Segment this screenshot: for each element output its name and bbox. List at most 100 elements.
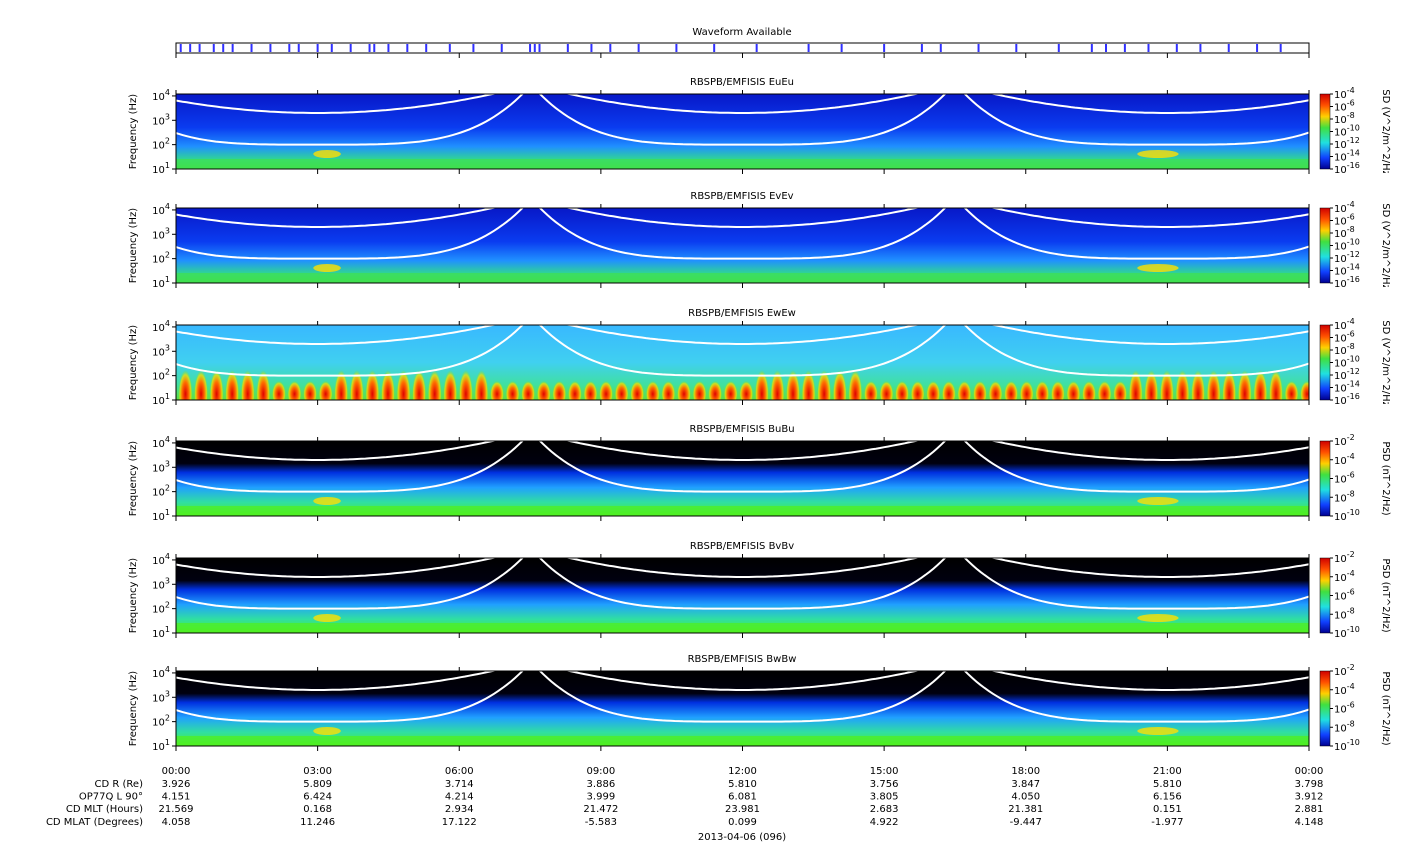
y-tick-label-exponent: 4	[165, 435, 170, 444]
colorbar-tick-label: 10-14	[1334, 149, 1360, 164]
colorbar-tick-label: 10-10	[1334, 238, 1360, 253]
wave-blob	[380, 370, 395, 400]
colorbar-tick-label: 10-14	[1334, 380, 1360, 395]
colorbar-tick-label: 10-16	[1334, 161, 1360, 176]
colorbar-tick-label-exponent: -8	[1347, 719, 1355, 728]
cyclotron-curve	[538, 94, 947, 146]
colorbar-tick-label-exponent: -14	[1347, 149, 1360, 158]
ephemeris-label: CD R (Re)	[95, 779, 144, 790]
colorbar-tick-label-base: 10	[1334, 629, 1347, 640]
wave-blob	[926, 380, 941, 400]
colorbar-tick-label-exponent: -6	[1347, 471, 1355, 480]
colorbar-tick-label-exponent: -4	[1347, 569, 1355, 578]
ephemeris-value: 21.472	[583, 804, 618, 815]
burst	[1137, 727, 1179, 735]
waveform-event	[1123, 44, 1126, 52]
colorbar-tick-label: 10-6	[1334, 330, 1355, 345]
y-tick-label-exponent: 3	[165, 459, 170, 468]
wave-blob	[832, 370, 847, 400]
waveform-event	[609, 44, 612, 52]
ephemeris-value: -5.583	[585, 817, 617, 828]
wave-blob	[256, 370, 271, 400]
colorbar-tick-label-exponent: -14	[1347, 380, 1360, 389]
colorbar-tick-label-exponent: -2	[1347, 433, 1355, 442]
ephemeris-value: 6.156	[1153, 792, 1182, 803]
cyclotron-curve	[538, 208, 947, 260]
cyclotron-curve	[989, 325, 1309, 345]
cyclotron-curve	[176, 208, 498, 228]
colorbar-tick-label-base: 10	[1334, 686, 1347, 697]
cyclotron-curve	[565, 94, 920, 114]
waveform-event	[840, 44, 843, 52]
waveform-event	[1227, 44, 1230, 52]
wave-blob	[630, 380, 645, 400]
y-axis-label: Frequency (Hz)	[128, 671, 139, 747]
y-tick-label: 102	[152, 484, 170, 499]
y-tick-label-base: 10	[152, 230, 165, 241]
y-axis-label: Frequency (Hz)	[128, 94, 139, 170]
y-tick-label-exponent: 3	[165, 226, 170, 235]
colorbar-tick-label-base: 10	[1334, 667, 1347, 678]
ephemeris-label: OP77Q L 90°	[79, 792, 143, 803]
colorbar-tick-label: 10-6	[1334, 99, 1355, 114]
colorbar-label-group: PSD (V^2/m^2/Hz)	[1380, 204, 1391, 287]
waveform-event	[1279, 44, 1282, 52]
waveform-event	[425, 44, 428, 52]
colorbar-tick-label-exponent: -6	[1347, 330, 1355, 339]
waveform-event	[1105, 44, 1108, 52]
colorbar-tick-label: 10-16	[1334, 392, 1360, 407]
panel-title: RBSPB/EMFISIS EvEv	[690, 191, 793, 202]
colorbar-tick-label: 10-10	[1334, 738, 1360, 753]
colorbar-tick-label: 10-2	[1334, 550, 1355, 565]
colorbar-tick-label: 10-4	[1334, 86, 1355, 101]
y-axis-label: Frequency (Hz)	[128, 558, 139, 634]
waveform-event	[939, 44, 942, 52]
y-tick-label-exponent: 3	[165, 689, 170, 698]
wave-blob	[583, 380, 598, 400]
x-tick-label: 15:00	[870, 766, 899, 777]
colorbar-tick-label: 10-8	[1334, 719, 1355, 734]
wave-blob	[910, 380, 925, 400]
panel-title: RBSPB/EMFISIS EuEu	[690, 77, 794, 88]
colorbar-tick-label: 10-10	[1334, 625, 1360, 640]
colorbar-tick-label-base: 10	[1334, 610, 1347, 621]
y-tick-label-base: 10	[152, 92, 165, 103]
colorbar-tick-label-base: 10	[1334, 140, 1347, 151]
wave-blob	[614, 380, 629, 400]
y-tick-label-base: 10	[152, 347, 165, 358]
cyclotron-curve	[565, 558, 920, 578]
y-tick-label-exponent: 4	[165, 665, 170, 674]
cyclotron-curve	[176, 94, 524, 146]
wave-blob	[443, 370, 458, 400]
cyclotron-curve	[989, 94, 1309, 114]
colorbar-tick-label: 10-10	[1334, 355, 1360, 370]
ephemeris-value: 0.099	[728, 817, 757, 828]
ephemeris-value: 3.847	[1011, 779, 1040, 790]
wave-blob	[1082, 380, 1097, 400]
x-tick-label: 06:00	[445, 766, 474, 777]
wave-blob	[178, 370, 193, 400]
y-tick-label-base: 10	[152, 439, 165, 450]
colorbar-tick-label-exponent: -8	[1347, 225, 1355, 234]
waveform-event	[538, 44, 541, 52]
colorbar-label: PSD (nT^2/Hz)	[1380, 671, 1391, 745]
colorbar-tick-label-exponent: -10	[1347, 238, 1360, 247]
colorbar-tick-label-base: 10	[1334, 115, 1347, 126]
colorbar-tick-label-base: 10	[1334, 254, 1347, 265]
ephemeris-value: 3.886	[587, 779, 616, 790]
panel-title: RBSPB/EMFISIS BwBw	[688, 654, 797, 665]
ephemeris-value: 11.246	[300, 817, 335, 828]
ephemeris-label: CD MLAT (Degrees)	[46, 817, 143, 828]
y-tick-label-base: 10	[152, 605, 165, 616]
colorbar-tick-label-base: 10	[1334, 267, 1347, 278]
y-tick-label-exponent: 4	[165, 319, 170, 328]
wave-blob	[396, 370, 411, 400]
wave-blob	[848, 370, 863, 400]
colorbar-tick-label-base: 10	[1334, 204, 1347, 215]
y-tick-label-exponent: 1	[165, 275, 170, 284]
colorbar-tick-label-base: 10	[1334, 396, 1347, 407]
y-tick-label: 104	[152, 435, 170, 450]
y-tick-label: 103	[152, 112, 170, 127]
cyclotron-curve	[963, 325, 1309, 377]
colorbar-tick-label-exponent: -10	[1347, 625, 1360, 634]
